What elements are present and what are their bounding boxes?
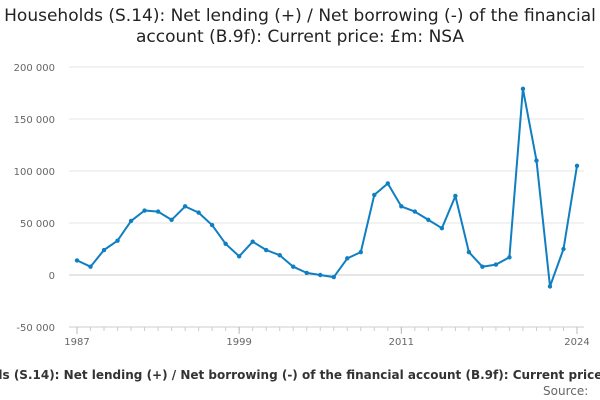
data-point[interactable] (263, 247, 269, 253)
data-point[interactable] (236, 254, 242, 259)
data-point[interactable] (466, 249, 472, 255)
data-point[interactable] (277, 253, 282, 258)
data-point[interactable] (412, 209, 418, 214)
y-tick-label: 100 000 (14, 167, 55, 178)
data-point[interactable] (547, 284, 553, 289)
chart-title: Households (S.14): Net lending (+) / Net… (4, 6, 596, 47)
y-tick-label: 0 (49, 271, 55, 282)
data-point[interactable] (88, 264, 93, 269)
data-point[interactable] (291, 264, 296, 269)
data-point[interactable] (304, 270, 309, 276)
data-point[interactable] (209, 222, 215, 228)
data-point[interactable] (480, 264, 485, 269)
data-point[interactable] (372, 192, 377, 198)
data-point[interactable] (318, 272, 323, 278)
x-tick-label: 2011 (389, 337, 414, 348)
x-tick-label: 1987 (64, 337, 89, 348)
data-point[interactable] (345, 256, 350, 261)
data-point[interactable] (561, 246, 566, 252)
data-point[interactable] (426, 217, 431, 223)
data-point[interactable] (493, 262, 499, 267)
data-point[interactable] (128, 218, 134, 224)
data-point[interactable] (196, 210, 201, 215)
y-tick-label: 50 000 (20, 219, 55, 230)
data-point[interactable] (574, 163, 580, 168)
y-tick-label: -50 000 (16, 323, 55, 334)
data-point[interactable] (534, 158, 539, 163)
data-point[interactable] (385, 181, 391, 186)
data-point[interactable] (250, 239, 255, 244)
data-point[interactable] (74, 258, 80, 263)
y-tick-label: 200 000 (14, 63, 55, 74)
x-tick-label: 2024 (564, 337, 589, 348)
source-label: Source: (543, 384, 588, 398)
data-point[interactable] (155, 209, 161, 214)
data-point[interactable] (439, 226, 445, 231)
data-point[interactable] (101, 247, 107, 253)
data-point[interactable] (115, 238, 120, 243)
data-point[interactable] (399, 204, 404, 209)
data-point[interactable] (331, 274, 336, 280)
x-tick-label: 1999 (226, 337, 251, 348)
data-point[interactable] (520, 86, 526, 92)
y-tick-label: 150 000 (14, 115, 55, 126)
data-point[interactable] (507, 255, 512, 260)
data-point[interactable] (169, 217, 174, 223)
data-point[interactable] (182, 204, 188, 209)
legend-label[interactable]: Households (S.14): Net lending (+) / Net… (0, 368, 600, 382)
series-line (76, 87, 578, 288)
data-point[interactable] (142, 208, 147, 213)
data-point[interactable] (453, 193, 458, 199)
data-point[interactable] (223, 241, 228, 246)
data-point[interactable] (358, 249, 363, 255)
